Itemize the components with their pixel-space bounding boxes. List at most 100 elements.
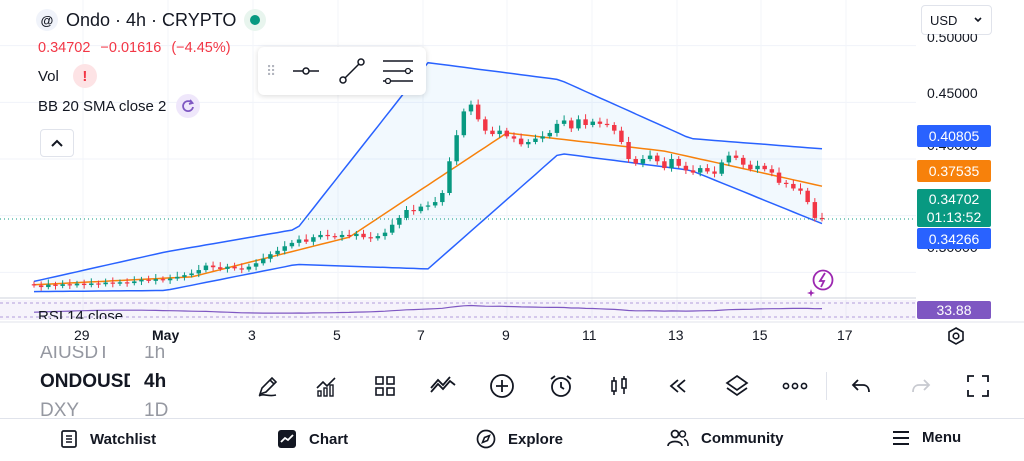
candle bbox=[132, 281, 137, 284]
candle bbox=[425, 205, 431, 207]
time-axis-label: 7 bbox=[417, 327, 425, 343]
symbol-name: ONDOUSDT bbox=[40, 371, 130, 392]
nav-watchlist[interactable]: Watchlist bbox=[60, 429, 156, 449]
candle bbox=[31, 284, 37, 286]
candle bbox=[110, 282, 116, 284]
candle bbox=[167, 278, 173, 281]
bollinger-indicator-row[interactable]: BB 20 SMA close 2 bbox=[38, 94, 201, 118]
candle bbox=[748, 164, 753, 170]
candle bbox=[762, 165, 767, 170]
price-change: −0.01616 bbox=[100, 40, 162, 56]
candle bbox=[218, 267, 223, 269]
candle bbox=[554, 123, 560, 133]
candle bbox=[418, 206, 424, 212]
candle bbox=[311, 237, 316, 242]
candle bbox=[89, 283, 94, 286]
symbol-picker[interactable]: AIUSDT 1h ONDOUSDT 4h DXY 1D bbox=[40, 346, 180, 417]
symbol-interval: 4h bbox=[144, 371, 167, 392]
candle bbox=[289, 242, 295, 247]
symbol-picker-row-selected[interactable]: ONDOUSDT 4h bbox=[40, 364, 180, 400]
lightning-icon[interactable] bbox=[806, 267, 836, 297]
warning-icon[interactable]: ! bbox=[72, 64, 97, 88]
layers-icon[interactable] bbox=[719, 368, 755, 404]
collapse-indicators-button[interactable] bbox=[40, 129, 74, 157]
candle bbox=[361, 233, 366, 238]
candle bbox=[397, 217, 402, 225]
candle bbox=[569, 120, 574, 129]
nav-menu[interactable]: Menu bbox=[892, 429, 961, 446]
symbol-header[interactable]: @ Ondo · 4h · CRYPTO bbox=[36, 9, 267, 31]
candle bbox=[96, 283, 101, 285]
candle bbox=[726, 155, 732, 163]
candle bbox=[189, 273, 194, 276]
replay-icon[interactable] bbox=[660, 368, 696, 404]
trend-line-icon[interactable] bbox=[334, 53, 370, 89]
chart-area[interactable]: @ Ondo · 4h · CRYPTO 0.34702 −0.01616 (−… bbox=[0, 0, 1024, 350]
candle bbox=[683, 165, 689, 171]
price-chart[interactable] bbox=[0, 0, 1024, 350]
nav-community[interactable]: Community bbox=[667, 429, 784, 447]
undo-icon[interactable] bbox=[843, 368, 879, 404]
candle bbox=[497, 130, 502, 135]
candle bbox=[282, 246, 287, 251]
symbol-interval: 1h bbox=[144, 346, 166, 363]
candle bbox=[296, 239, 302, 243]
currency-value: USD bbox=[930, 12, 958, 28]
refresh-icon[interactable] bbox=[176, 94, 201, 118]
candle bbox=[540, 136, 545, 139]
candle bbox=[518, 138, 524, 145]
nav-watchlist-label: Watchlist bbox=[90, 430, 157, 448]
rsi-band bbox=[0, 300, 916, 320]
nav-explore[interactable]: Explore bbox=[476, 429, 563, 449]
candle bbox=[246, 266, 252, 270]
candle bbox=[669, 159, 674, 169]
symbol-interval: 1D bbox=[144, 400, 169, 417]
volume-indicator-row[interactable]: Vol ! bbox=[38, 64, 97, 88]
candle bbox=[346, 234, 352, 237]
candle bbox=[74, 283, 80, 286]
parallel-channel-icon[interactable] bbox=[380, 53, 416, 89]
candle bbox=[662, 161, 667, 169]
candle bbox=[175, 276, 180, 279]
candle bbox=[604, 123, 610, 126]
candle bbox=[640, 159, 646, 164]
add-circle-icon[interactable] bbox=[484, 368, 520, 404]
candle bbox=[447, 161, 452, 193]
candle bbox=[225, 266, 230, 269]
candle bbox=[160, 279, 166, 281]
candle bbox=[690, 170, 696, 173]
pencil-icon[interactable] bbox=[250, 368, 286, 404]
candle bbox=[275, 250, 280, 255]
drag-handle-icon[interactable]: ⠿ bbox=[266, 62, 277, 79]
candles-icon[interactable] bbox=[601, 368, 637, 404]
currency-select[interactable]: USD bbox=[921, 5, 992, 35]
candle bbox=[740, 157, 746, 165]
symbol-picker-row[interactable]: DXY 1D bbox=[40, 400, 180, 417]
candle bbox=[791, 183, 796, 189]
drawing-toolbar[interactable]: ⠿ bbox=[258, 47, 426, 95]
candle bbox=[325, 234, 330, 237]
fullscreen-icon[interactable] bbox=[960, 368, 996, 404]
horizontal-ray-icon[interactable] bbox=[288, 53, 324, 89]
candle bbox=[146, 279, 151, 281]
community-icon bbox=[667, 429, 689, 447]
symbol-title[interactable]: Ondo · 4h · CRYPTO bbox=[66, 9, 237, 30]
price-axis-label: 0.45000 bbox=[927, 85, 978, 101]
layout-grid-icon[interactable] bbox=[367, 368, 403, 404]
candle bbox=[440, 193, 445, 203]
rsi-label[interactable]: RSI 14 close bbox=[38, 308, 124, 319]
candle bbox=[53, 284, 58, 286]
more-icon[interactable] bbox=[777, 368, 813, 404]
redo-icon[interactable] bbox=[903, 368, 939, 404]
bollinger-label: BB 20 SMA close 2 bbox=[38, 97, 167, 115]
time-axis-label: 5 bbox=[333, 327, 341, 343]
watchlist-icon bbox=[61, 430, 77, 448]
indicators-icon[interactable] bbox=[308, 368, 344, 404]
symbol-picker-row[interactable]: AIUSDT 1h bbox=[40, 346, 180, 364]
candle bbox=[633, 159, 638, 164]
chart-pattern-icon[interactable] bbox=[425, 368, 461, 404]
candle bbox=[733, 155, 739, 158]
settings-icon[interactable] bbox=[946, 326, 966, 346]
alarm-icon[interactable] bbox=[543, 368, 579, 404]
nav-chart[interactable]: Chart bbox=[277, 429, 348, 449]
